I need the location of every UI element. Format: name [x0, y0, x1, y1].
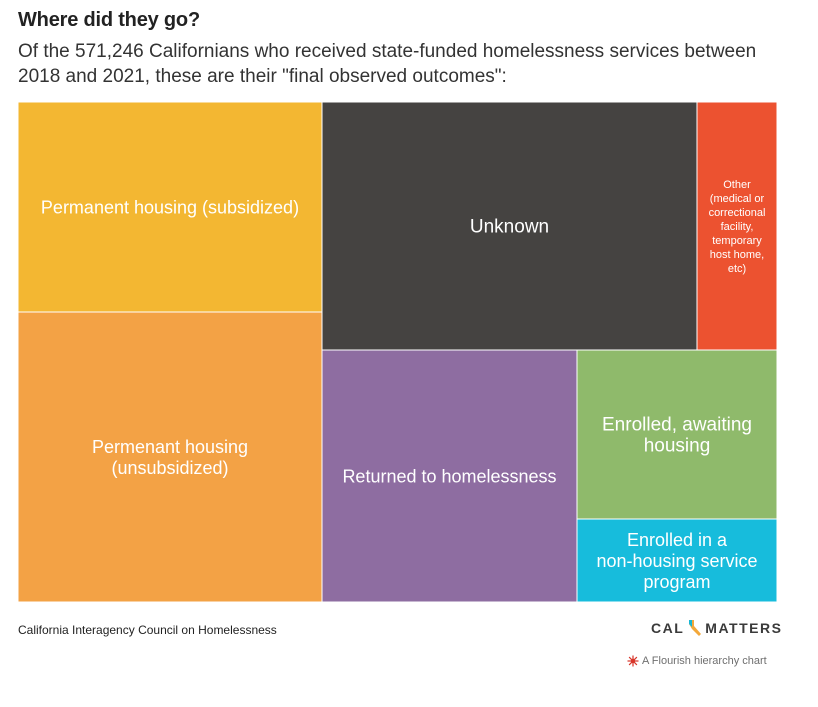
flourish-credit[interactable]: A Flourish hierarchy chart [627, 655, 767, 667]
treemap-chart: Permanent housing (subsidized) Permenant … [18, 102, 777, 602]
treemap-label-permanent-housing-subsidized: Permanent housing (subsidized) [41, 197, 299, 217]
treemap-label-other-medical-or-correctional-facility-temporary-host-home-etc: Other (medical or correctional facility, tem… [709, 179, 766, 275]
source-note: California Interagency Council on Homele… [18, 623, 277, 637]
california-map-icon [689, 620, 702, 636]
treemap-cell-permenant-housing-unsubsidized[interactable] [18, 311, 323, 602]
treemap-cell-enrolled-awaiting-housing[interactable] [576, 349, 777, 520]
treemap-label-permenant-housing-unsubsidized: Permenant housing (unsubsidized) [92, 437, 248, 478]
credit-text: A Flourish hierarchy chart [642, 655, 767, 667]
logo-text-right: MATTERS [705, 620, 783, 636]
treemap-cell-permanent-housing-subsidized[interactable] [18, 102, 323, 313]
treemap-label-returned-to-homelessness: Returned to homelessness [342, 466, 556, 486]
treemap-label-unknown: Unknown [470, 217, 549, 238]
chart-title: Where did they go? [18, 9, 200, 31]
treemap-label-enrolled-awaiting-housing: Enrolled, awaiting housing [602, 415, 752, 457]
treemap-cell-returned-to-homelessness[interactable] [321, 349, 578, 602]
treemap-label-enrolled-in-a-non-housing-service-program: Enrolled in a non-housing service program [596, 530, 757, 592]
logo-text-left: CAL [651, 620, 685, 636]
treemap-cell-other-medical-or-correctional-facility-temporary-host-home-etc[interactable] [696, 102, 777, 351]
treemap-cell-enrolled-in-a-non-housing-service-program[interactable] [576, 518, 777, 602]
chart-subtitle: Of the 571,246 Californians who received… [18, 41, 757, 87]
calmatters-logo[interactable]: CAL MATTERS [651, 619, 782, 637]
flourish-icon [627, 655, 639, 667]
